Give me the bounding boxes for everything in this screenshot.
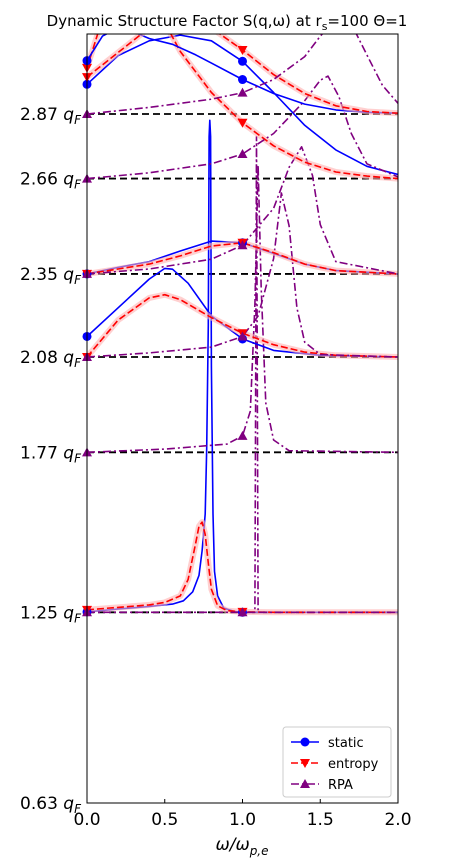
- marker-entropy-q2-87: [237, 46, 248, 56]
- plot-frame: [86, 33, 399, 804]
- legend-label-rpa: RPA: [328, 778, 353, 793]
- series-line-rpa-q1-77: [87, 164, 398, 454]
- marker-static-q2-87: [238, 75, 247, 85]
- y-tick-label: 1.77 qF: [20, 443, 82, 465]
- legend-box: [282, 726, 392, 798]
- marker-rpa-q1-25: [237, 607, 248, 617]
- x-tick-label: 1.0: [229, 810, 256, 830]
- q-baselines: [87, 113, 398, 614]
- title-main: Dynamic Structure Factor S(q,ω) at r: [47, 12, 323, 30]
- x-tick-label: 0.5: [151, 810, 178, 830]
- x-ticks: 0.0 0.5 1.0 1.5 2.0: [73, 799, 412, 830]
- marker-rpa-q1-77: [237, 430, 248, 440]
- legend-marker-rpa: [300, 779, 310, 788]
- series-line-rpa-q2-66: [87, 75, 398, 180]
- marker-rpa-q2-66: [237, 148, 248, 158]
- series-line-entropy-q2-08: [87, 293, 398, 358]
- xlabel-sub: p,e: [249, 844, 269, 858]
- y-tick-label: 0.63 qF: [20, 794, 82, 816]
- x-tick-label: 1.5: [307, 810, 334, 830]
- legend-label-static: static: [328, 736, 364, 751]
- x-axis-label: ω/ωp,e: [215, 835, 268, 858]
- series-line-rpa-q1-25: [87, 135, 398, 614]
- series-line-entropy-q2-87: [87, 34, 398, 114]
- marker-rpa-q2-35: [237, 240, 248, 250]
- x-tick-label: 2.0: [384, 810, 411, 830]
- series-curves: [87, 34, 398, 616]
- title-sub: s: [322, 20, 328, 33]
- legend-label-entropy: entropy: [328, 757, 379, 772]
- legend-marker-entropy: [300, 759, 310, 768]
- series-line-entropy-q1-25: [87, 521, 398, 614]
- y-tick-label: 2.87 qF: [20, 105, 82, 127]
- y-tick-label: 2.08 qF: [20, 348, 82, 370]
- chart-title: Dynamic Structure Factor S(q,ω) at rs=10…: [47, 12, 408, 33]
- series-line-static-q2-08: [87, 267, 398, 358]
- legend: static entropy RPA: [282, 726, 392, 798]
- series-band-entropy-q2-08: [87, 291, 398, 360]
- series-line-static-q2-87: [87, 34, 398, 114]
- x-tick-label: 0.0: [73, 810, 100, 830]
- marker-rpa-q2-08: [237, 331, 248, 341]
- marker-rpa-q2-87: [237, 87, 248, 97]
- title-tail: =100 Θ=1: [327, 12, 407, 30]
- series-line-static-q1-25: [87, 119, 398, 614]
- y-tick-label: 1.25 qF: [20, 603, 82, 625]
- series-line-entropy-q2-35: [87, 242, 398, 275]
- xlabel-main: ω/ω: [215, 835, 249, 855]
- marker-entropy-q2-66: [237, 118, 248, 128]
- y-ticks: 0.63 qF 1.25 qF 1.77 qF 2.08 qF 2.35 qF 2.66 …: [20, 105, 91, 816]
- marker-static-q2-66: [238, 56, 247, 66]
- series-line-rpa-q2-08: [87, 192, 398, 358]
- y-tick-label: 2.35 qF: [20, 265, 82, 287]
- series-line-entropy-q2-66: [87, 34, 398, 180]
- y-tick-label: 2.66 qF: [20, 170, 82, 192]
- series-line-rpa-q2-35: [87, 146, 398, 275]
- series-band-entropy-q1-25: [87, 519, 398, 616]
- legend-marker-static: [300, 737, 310, 747]
